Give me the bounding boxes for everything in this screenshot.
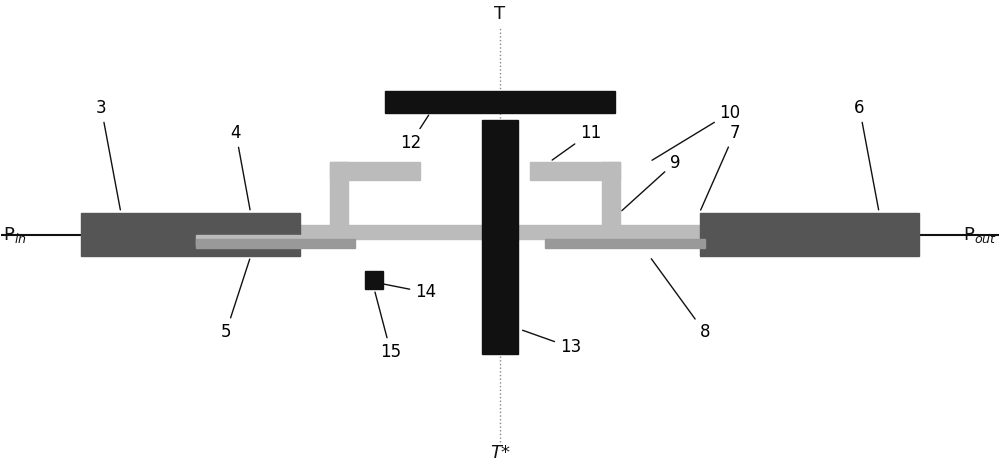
Bar [330, 162, 348, 232]
Text: 10: 10 [652, 104, 741, 160]
Text: 15: 15 [375, 292, 401, 361]
Bar [530, 162, 620, 180]
Bar [482, 240, 518, 354]
Bar [81, 212, 300, 256]
Text: 13: 13 [523, 330, 581, 356]
Bar [602, 162, 620, 232]
Bar [545, 239, 705, 248]
Text: T: T [494, 5, 506, 23]
Text: 7: 7 [701, 124, 740, 210]
Bar [482, 120, 518, 240]
Bar [196, 239, 355, 248]
Bar [585, 234, 695, 245]
Text: 4: 4 [231, 124, 250, 210]
Text: 6: 6 [854, 99, 879, 210]
Bar [700, 212, 919, 256]
Bar [385, 91, 615, 113]
Text: 3: 3 [96, 99, 120, 210]
Text: 9: 9 [622, 154, 680, 211]
Text: 8: 8 [651, 259, 710, 341]
Text: 12: 12 [400, 115, 429, 152]
Bar [196, 234, 305, 245]
Text: 5: 5 [221, 259, 250, 341]
Text: 14: 14 [368, 281, 436, 301]
Text: P$_{out}$: P$_{out}$ [963, 225, 997, 245]
Bar [365, 271, 383, 290]
Bar [121, 225, 879, 239]
Text: P$_{in}$: P$_{in}$ [3, 225, 27, 245]
Text: T*: T* [490, 444, 510, 462]
Bar [330, 162, 420, 180]
Text: 11: 11 [552, 124, 601, 160]
